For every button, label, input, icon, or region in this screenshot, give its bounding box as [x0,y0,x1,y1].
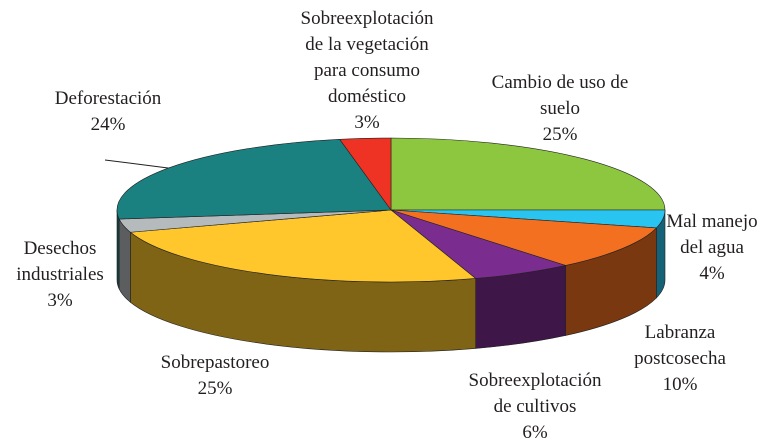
slice [339,137,392,211]
slice-side [116,209,120,290]
category-name: Sobreexplotación de cultivos [468,370,602,417]
value-label: 3% [47,290,73,311]
slice [129,209,477,283]
slice [390,209,658,266]
slice [116,138,392,220]
value-label: 4% [699,263,725,284]
slice-side [475,265,566,349]
slice-label: Desechos industriales 3% [16,236,104,314]
category-name: Deforestación [54,88,162,109]
slice-label: Sobrepastoreo 25% [161,350,270,402]
category-name: Cambio de uso de suelo [491,72,629,119]
value-label: 24% [90,114,126,135]
category-name: Sobreexplotación de la vegetación para c… [300,8,434,107]
slice-label: Sobreexplotación de cultivos 6% [469,368,602,446]
category-name: Desechos industriales [16,238,104,285]
category-name: Mal manejo del agua [666,211,758,258]
value-label: 6% [522,422,548,443]
category-name: Sobrepastoreo [160,352,270,373]
slice-label: Deforestación 24% [55,86,162,138]
slice-label: Sobreexplotación de la vegetación para c… [301,6,434,136]
slice [390,137,666,211]
value-label: 25% [197,378,233,399]
value-label: 10% [662,374,698,395]
value-label: 25% [542,124,578,145]
slice-label: Labranza postcosecha 10% [634,320,726,398]
pie-tops [116,137,666,283]
category-name: Labranza postcosecha [634,322,726,369]
slice-label: Cambio de uso de suelo 25% [492,70,629,148]
value-label: 3% [354,112,380,133]
slice-side [118,218,131,303]
slice-label: Mal manejo del agua 4% [666,209,757,287]
